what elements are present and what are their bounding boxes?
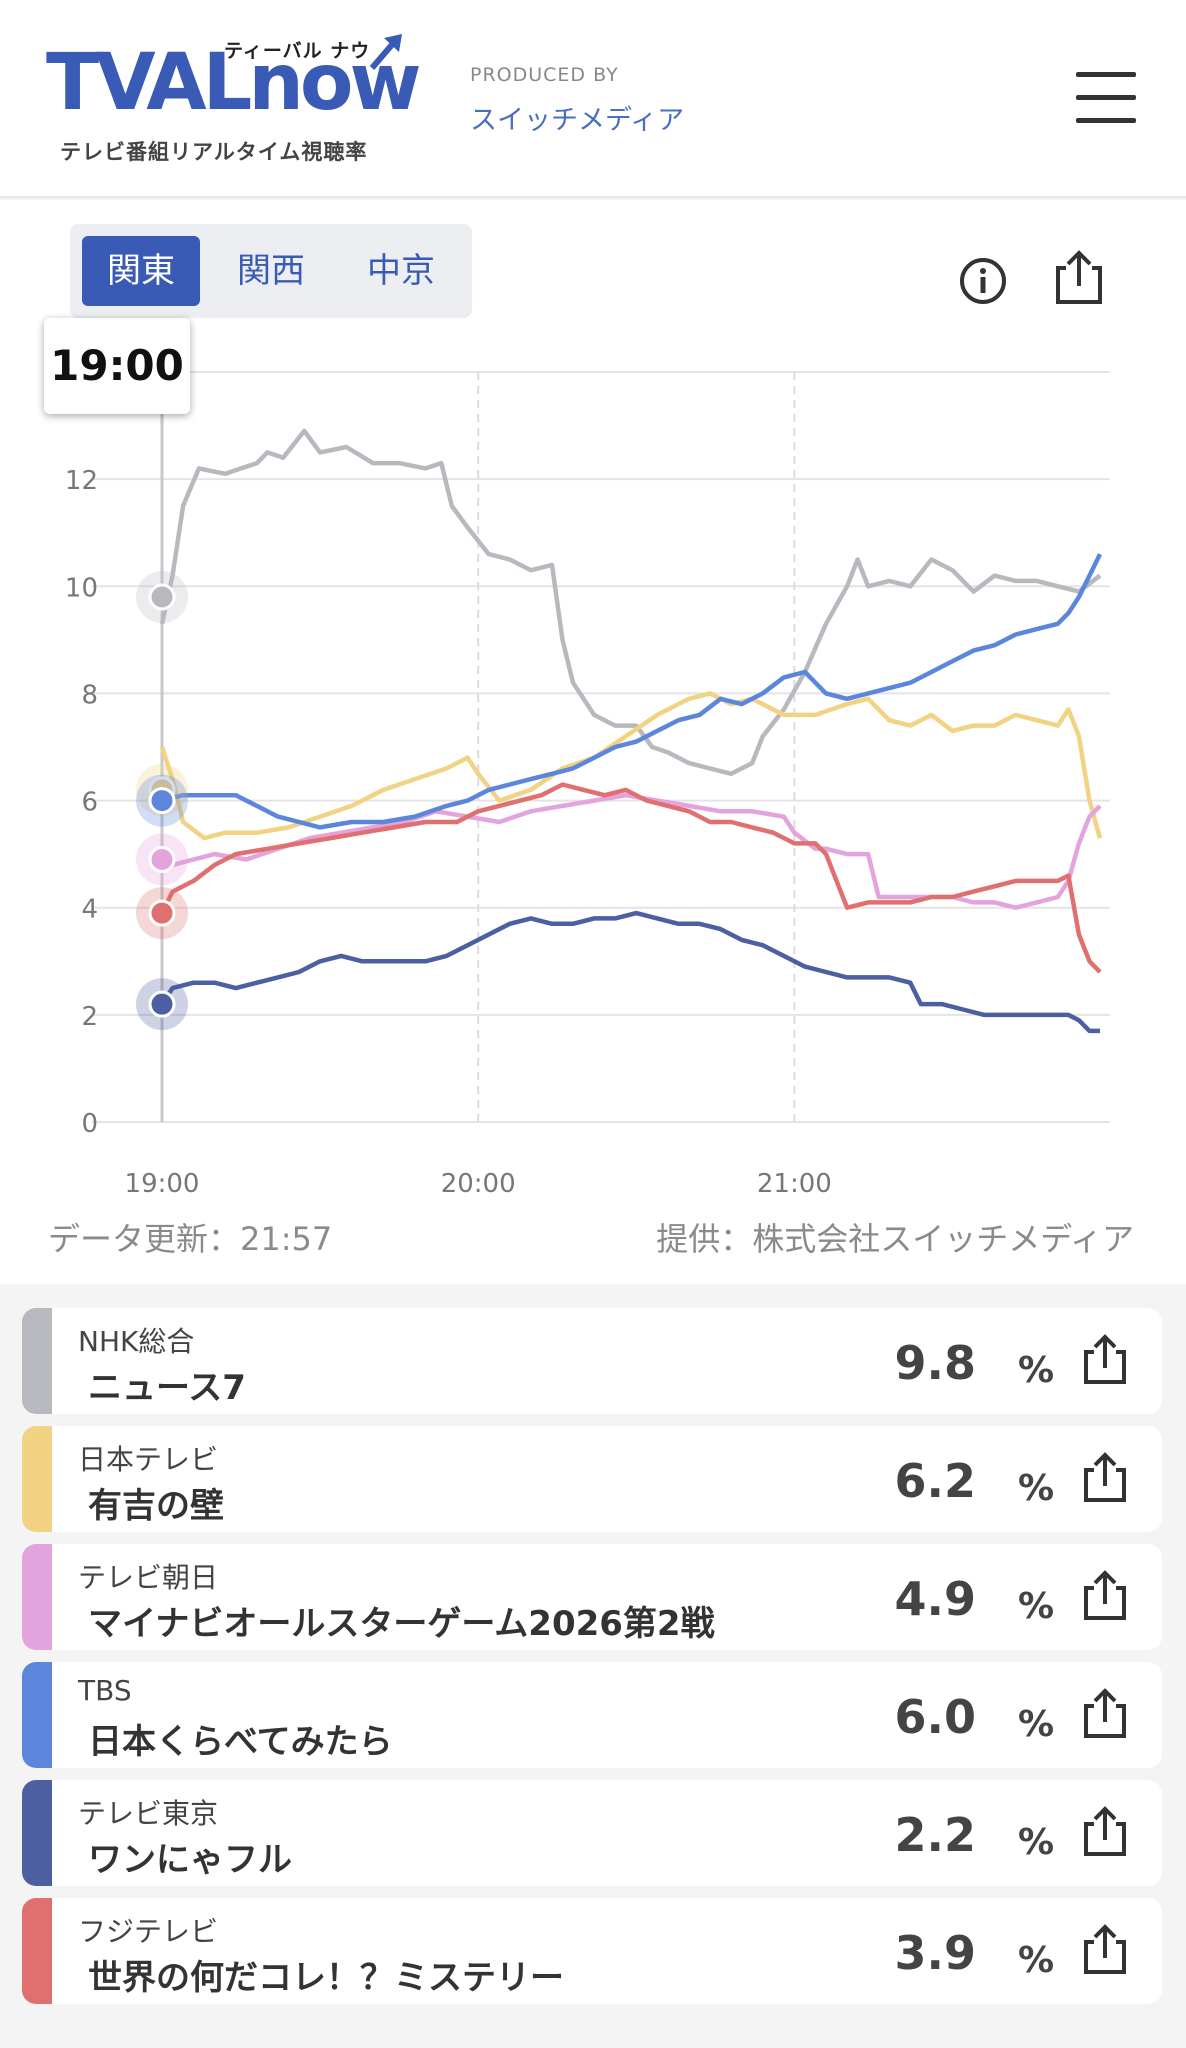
program-title: 有吉の壁 (88, 1486, 224, 1526)
channel-name: テレビ朝日 (78, 1561, 219, 1594)
rating-unit: % (1018, 1468, 1055, 1509)
series-line (159, 428, 1102, 777)
data-update-time: データ更新：21:57 (48, 1220, 333, 1258)
program-title: マイナビオールスターゲーム2026第2戦 (88, 1604, 715, 1644)
channel-color-bar (22, 1544, 52, 1650)
channel-card[interactable]: テレビ東京ワンにゃフル 2.2% (22, 1780, 1162, 1886)
series-marker (148, 846, 176, 873)
rating-value: 4.9 (894, 1572, 977, 1626)
rating-line-chart[interactable]: 0 2 4 6 8 10 12 19:00 20:00 21:00 (0, 200, 1186, 1210)
arrow-up-icon (369, 34, 402, 70)
share-icon[interactable] (1080, 1806, 1130, 1858)
series-marker (148, 583, 176, 611)
produced-by-label: PRODUCED BY (470, 64, 619, 86)
channel-color-bar (22, 1780, 52, 1886)
share-icon[interactable] (1080, 1924, 1130, 1976)
logo-subtitle: テレビ番組リアルタイム視聴率 (60, 140, 368, 164)
series-line (159, 691, 1103, 841)
logo-kana: ティーバル ナウ (224, 40, 371, 62)
tab-kanto[interactable]: 関東 (82, 236, 200, 306)
info-icon[interactable] (958, 256, 1008, 306)
channel-card[interactable]: TBS 日本くらべてみたら 6.0% (22, 1662, 1162, 1768)
channel-name: 日本テレビ (78, 1443, 219, 1476)
program-title: 日本くらべてみたら (88, 1722, 393, 1762)
series-line (160, 910, 1100, 1034)
tab-kansai[interactable]: 関西 (237, 251, 305, 291)
channel-color-bar (22, 1308, 52, 1414)
x-tick-label: 20:00 (441, 1169, 516, 1199)
y-tick-label: 10 (65, 573, 98, 603)
channel-name: TBS (78, 1674, 132, 1707)
rating-unit: % (1018, 1704, 1055, 1745)
y-tick-label: 4 (81, 895, 98, 925)
channel-card[interactable]: テレビ朝日マイナビオールスターゲーム2026第2戦 4.9% (22, 1544, 1162, 1650)
y-tick-label: 2 (81, 1002, 98, 1032)
hamburger-menu-icon[interactable] (1076, 72, 1138, 124)
rating-unit: % (1018, 1822, 1055, 1863)
program-title: ニュース7 (88, 1368, 246, 1408)
x-tick-label: 21:00 (757, 1169, 832, 1199)
producer-name[interactable]: スイッチメディア (470, 105, 685, 136)
channel-name: フジテレビ (78, 1915, 219, 1948)
share-icon[interactable] (1052, 250, 1106, 306)
share-icon[interactable] (1080, 1570, 1130, 1622)
logo-wordmark: TVALnow (46, 38, 422, 128)
share-icon[interactable] (1080, 1334, 1130, 1386)
data-provider: 提供：株式会社スイッチメディア (656, 1220, 1134, 1258)
share-icon[interactable] (1080, 1688, 1130, 1740)
x-tick-label: 19:00 (125, 1169, 200, 1199)
channel-color-bar (22, 1898, 52, 2004)
y-tick-label: 6 (81, 788, 98, 818)
y-tick-label: 12 (65, 466, 98, 496)
channel-color-bar (22, 1426, 52, 1532)
series-line (160, 792, 1102, 910)
channel-name: テレビ東京 (78, 1797, 219, 1830)
series-line (161, 553, 1103, 830)
time-tooltip: 19:00 (44, 318, 190, 414)
channel-color-bar (22, 1662, 52, 1768)
tvalnow-logo[interactable]: TVALnow ティーバル ナウ テレビ番組リアルタイム視聴率 (46, 30, 422, 170)
channel-card[interactable]: 日本テレビ有吉の壁 6.2% (22, 1426, 1162, 1532)
channel-card[interactable]: フジテレビ世界の何だコレ！？ミステリー 3.9% (22, 1898, 1162, 2004)
rating-value: 3.9 (894, 1926, 977, 1980)
tab-chukyo[interactable]: 中京 (367, 251, 435, 291)
rating-unit: % (1018, 1586, 1055, 1627)
series-line (159, 782, 1102, 974)
rating-value: 6.0 (894, 1690, 977, 1744)
rating-value: 2.2 (894, 1808, 977, 1862)
series-marker (148, 899, 176, 927)
rating-value: 9.8 (894, 1336, 977, 1390)
rating-value: 6.2 (894, 1454, 977, 1508)
program-title: 世界の何だコレ！？ミステリー (88, 1958, 564, 1998)
channel-card[interactable]: NHK総合ニュース7 9.8% (22, 1308, 1162, 1414)
rating-unit: % (1018, 1350, 1055, 1391)
series-marker (148, 990, 176, 1018)
program-title: ワンにゃフル (88, 1840, 292, 1880)
channel-list: NHK総合 ニュース7 9.8% 日本テレビ 有吉の壁 6.2% テレビ朝日 マイナビオールス… (22, 1308, 1162, 2016)
series-marker (148, 787, 176, 815)
region-tabs: 関東 関西 中京 (70, 224, 472, 318)
channel-name: NHK総合 (78, 1325, 195, 1358)
rating-unit: % (1018, 1940, 1055, 1981)
y-tick-label: 8 (81, 680, 98, 710)
chart-panel: 0 2 4 6 8 10 12 19:00 20:00 21:00 関東 関西 中京 19:00 … (0, 200, 1186, 1284)
share-icon[interactable] (1080, 1452, 1130, 1504)
app-header: TVALnow ティーバル ナウ テレビ番組リアルタイム視聴率 PRODUCED… (0, 0, 1186, 198)
y-tick-label: 0 (81, 1109, 98, 1139)
